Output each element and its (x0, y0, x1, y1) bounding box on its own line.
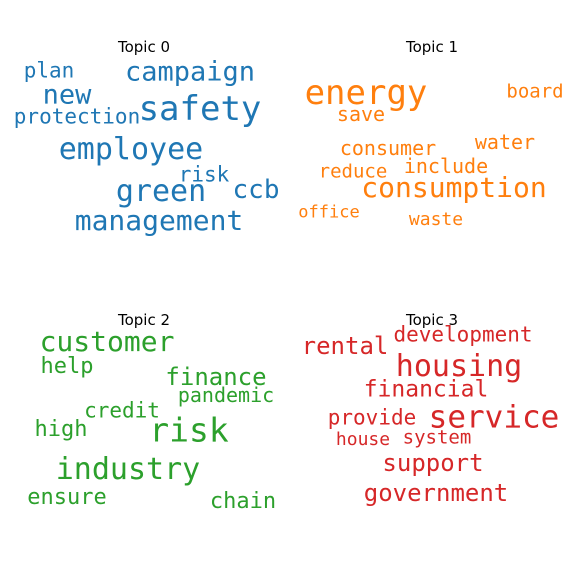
topic-0-word: green (115, 174, 207, 209)
topic-0-word: management (74, 204, 244, 237)
topic-3-word: financial (363, 376, 489, 403)
topic-3-word: development (393, 322, 533, 347)
topic-0-word: employee (58, 132, 204, 167)
topic-1-word: water (474, 130, 536, 154)
topic-1-word: office (298, 202, 360, 223)
topic-1-word: consumption (361, 171, 547, 204)
topic-2-word: industry (55, 452, 201, 487)
topic-1-word: board (506, 80, 564, 103)
topic-1-word: reduce (318, 160, 388, 183)
topic-1-word: consumer (339, 136, 437, 160)
topic-2-word: risk (149, 410, 229, 450)
topic-2-word: chain (209, 489, 277, 514)
topic-2-word: ensure (27, 485, 107, 510)
topic-0-word: ccb (232, 175, 280, 205)
topic-1-word: waste (408, 209, 464, 230)
topic-3-word: housing (395, 349, 523, 384)
topic-3-word: government (363, 479, 509, 507)
topic-2-word: credit (84, 398, 160, 423)
topic-3-word: rental (301, 332, 389, 360)
topic-2-title: Topic 2 (117, 311, 171, 329)
topic-2-word: finance (165, 363, 267, 391)
topic-0-word: risk (178, 162, 230, 187)
topic-0-word: safety (138, 89, 262, 129)
topic-2-word: pandemic (177, 383, 275, 407)
topic-0-word: plan (23, 58, 75, 83)
topic-3-word: support (382, 449, 484, 477)
topic-3-word: house (335, 429, 391, 450)
topic-0-word: protection (13, 104, 141, 129)
topic-1-panel: Topic 1 energy board save water consumer… (288, 0, 576, 288)
topic-1-word: save (336, 102, 386, 126)
topic-0-title: Topic 0 (117, 38, 171, 56)
topic-2-panel: Topic 2 customer help finance pandemic c… (0, 273, 288, 561)
topic-2-word: help (40, 354, 94, 379)
topic-3-panel: Topic 3 development rental housing finan… (288, 273, 576, 561)
topic-3-word: provide (327, 405, 417, 430)
topic-0-word: new (42, 79, 92, 111)
topic-3-title: Topic 3 (405, 311, 459, 329)
topic-3-word: system (402, 426, 472, 449)
topic-1-word: include (403, 154, 489, 178)
topic-0-panel: Topic 0 campaign plan new safety protect… (0, 0, 288, 288)
topic-3-word: service (428, 399, 560, 436)
topic-2-word: customer (39, 325, 175, 358)
topic-2-word: high (34, 417, 88, 442)
topic-1-title: Topic 1 (405, 38, 459, 56)
topic-1-word: energy (304, 73, 428, 113)
topic-0-word: campaign (124, 56, 256, 88)
